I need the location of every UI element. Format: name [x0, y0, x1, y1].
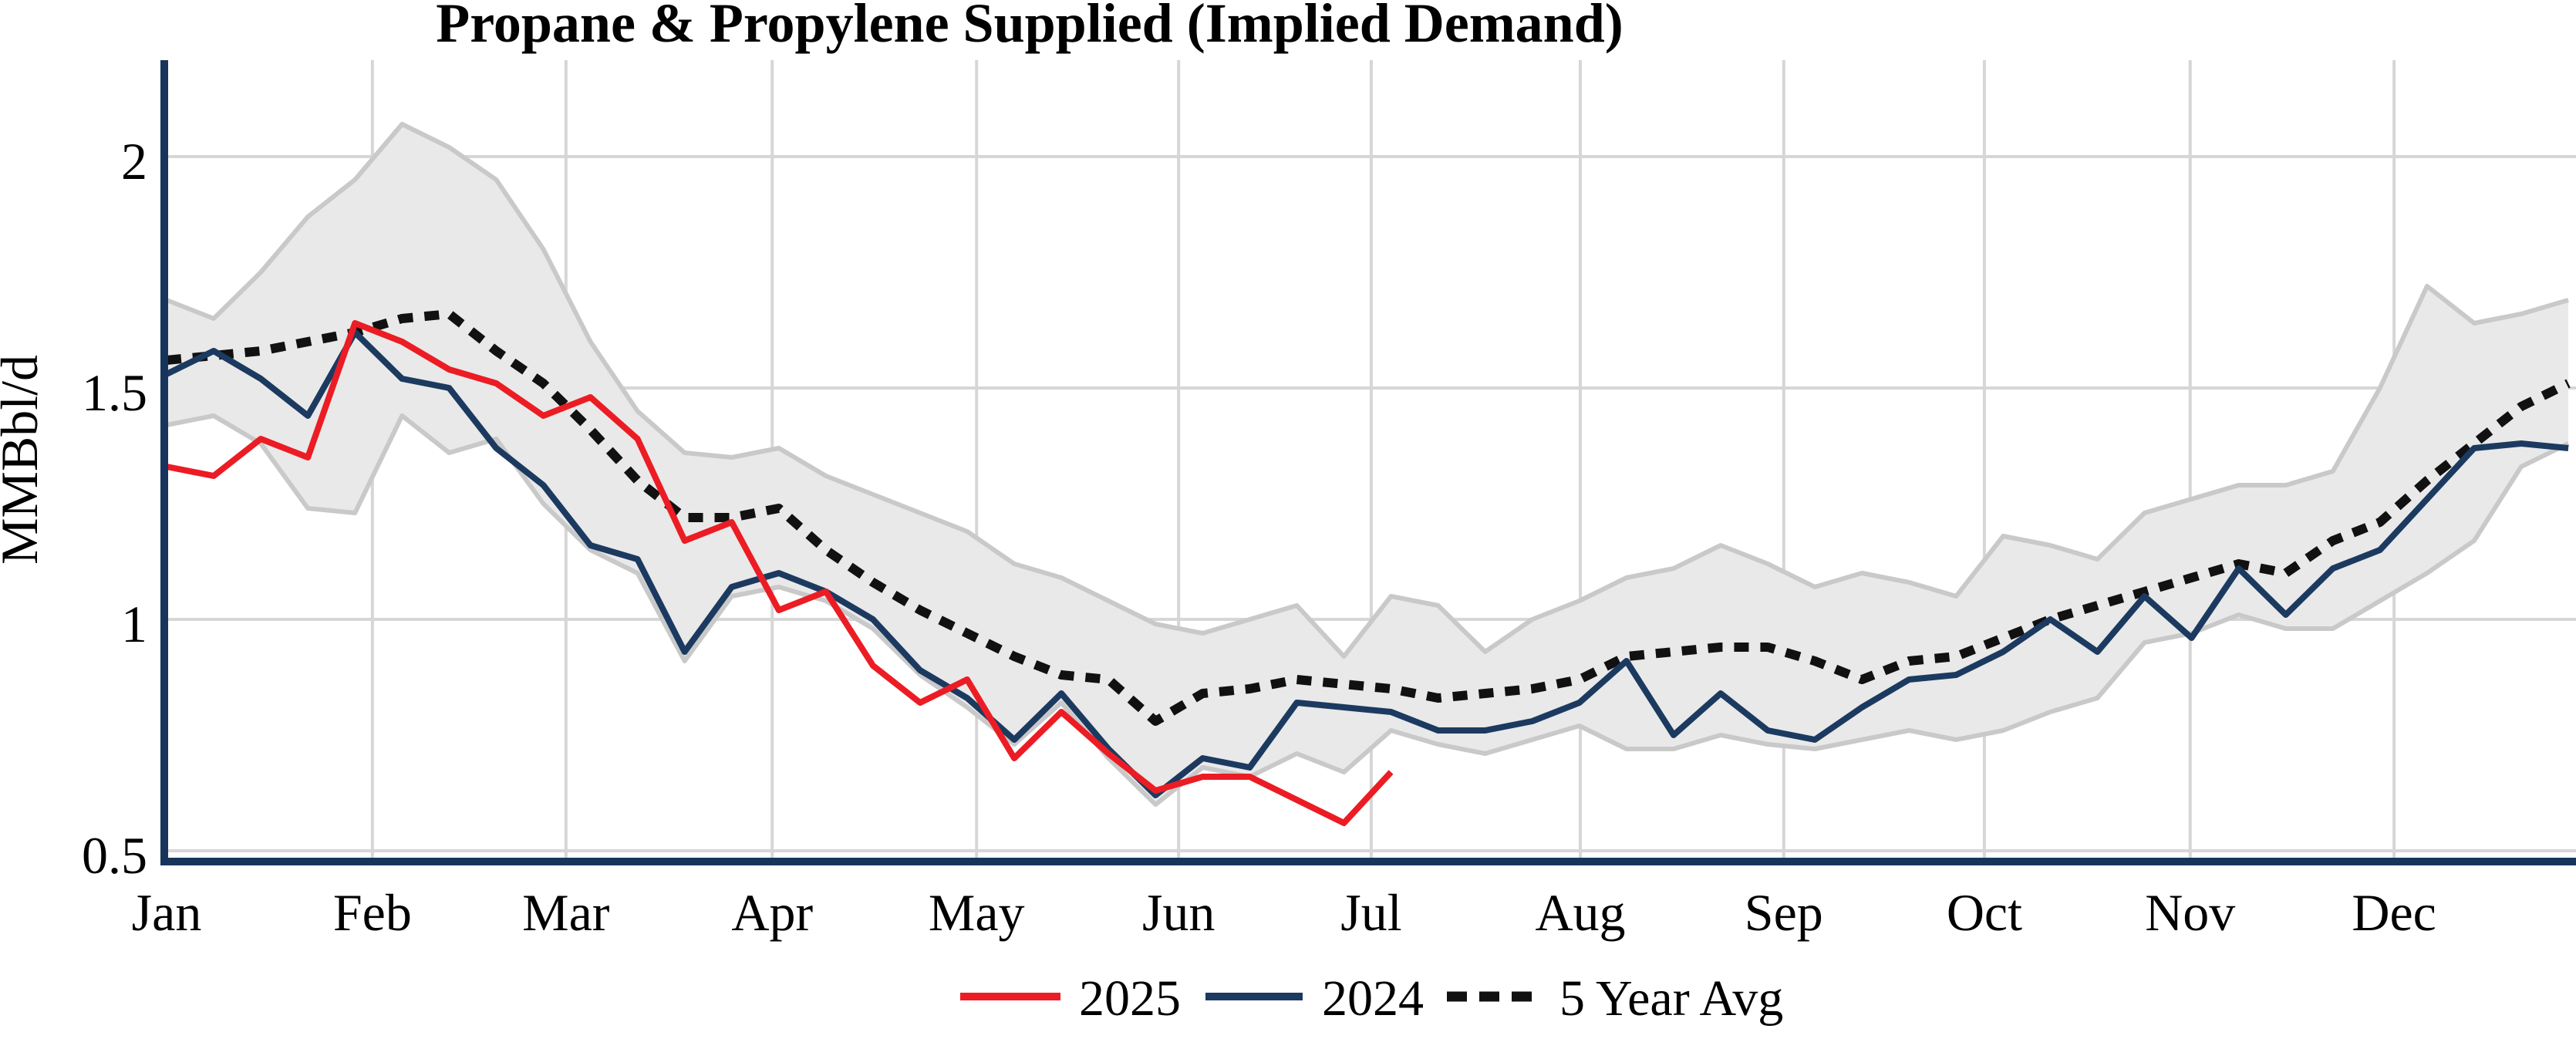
- x-tick-label: Aug: [1535, 883, 1625, 942]
- band-max-edge: [165, 122, 2569, 659]
- data-series: [165, 309, 2571, 826]
- legend-label-5-year-avg: 5 Year Avg: [1559, 970, 1783, 1027]
- band-area: [167, 124, 2569, 804]
- y-tick-label: 1.5: [82, 363, 147, 422]
- x-tick-label: Mar: [522, 883, 610, 942]
- x-tick-label: Jul: [1340, 883, 1401, 942]
- series-2025-line: [166, 320, 1394, 826]
- y-tick-label: 2: [121, 132, 147, 191]
- x-tick-label: Oct: [1947, 883, 2022, 942]
- x-tick-label: Apr: [731, 883, 813, 942]
- x-tick-label: Jan: [132, 883, 202, 942]
- legend-label-2025: 2025: [1079, 970, 1181, 1027]
- y-tick-label: 0.5: [82, 826, 147, 885]
- legend: 2025 2024 5 Year Avg: [960, 970, 1783, 1027]
- five-year-range-band: [165, 122, 2570, 807]
- y-axis-label: MMBbl/d: [0, 355, 49, 565]
- legend-label-2024: 2024: [1322, 970, 1424, 1027]
- series-5-year-avg-line: [166, 309, 2571, 726]
- x-tick-label: Jun: [1142, 883, 1215, 942]
- band-min-edge: [166, 413, 2570, 807]
- chart-title: Propane & Propylene Supplied (Implied De…: [436, 0, 1623, 54]
- x-tick-label: May: [929, 883, 1025, 942]
- x-tick-label: Sep: [1745, 883, 1823, 942]
- x-tick-label: Nov: [2145, 883, 2235, 942]
- x-tick-label: Feb: [333, 883, 412, 942]
- x-tick-label: Dec: [2352, 883, 2436, 942]
- series-2024-line: [165, 329, 2569, 798]
- axis-spines: [160, 60, 2576, 865]
- y-tick-label: 1: [121, 595, 147, 653]
